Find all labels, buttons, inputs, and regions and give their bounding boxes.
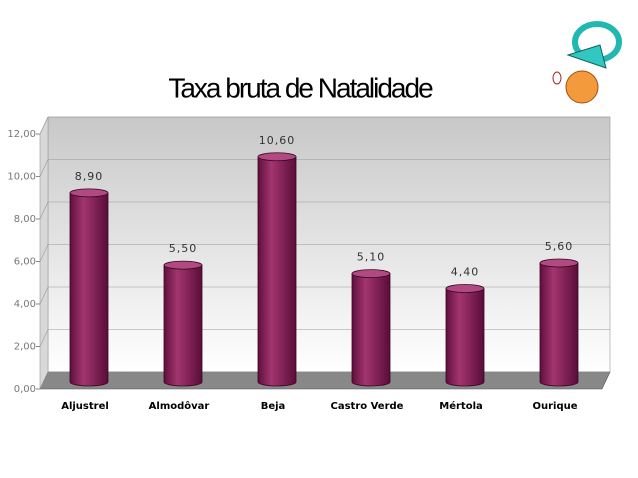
grid-line	[39, 201, 49, 220]
grid-line	[39, 244, 49, 262]
x-tick-label: Mértola	[439, 400, 483, 412]
value-label: 5,60	[545, 240, 574, 253]
value-label: 10,60	[259, 134, 296, 147]
y-tick-label: 2,00	[14, 342, 36, 353]
grid-line	[39, 116, 49, 135]
bar	[69, 192, 109, 387]
x-tick-label: Almodôvar	[149, 400, 210, 412]
pacifier-icon	[552, 21, 622, 104]
bar	[539, 262, 579, 387]
value-label: 5,50	[169, 242, 198, 255]
y-tick-label: 8,00	[14, 214, 36, 225]
value-label: 8,90	[75, 170, 104, 183]
chart-title: Taxa bruta de Natalidade	[168, 72, 433, 103]
bar	[445, 288, 485, 387]
bar	[351, 273, 391, 387]
grid-line	[39, 329, 49, 347]
x-tick-label: Beja	[261, 401, 286, 412]
y-tick-label: 12,00	[7, 129, 36, 140]
y-tick-label: 4,00	[14, 299, 36, 310]
x-tick-label: Castro Verde	[331, 401, 404, 412]
x-tick-label: Ourique	[532, 401, 577, 412]
x-tick-label: Aljustrel	[61, 401, 109, 412]
bar-top	[257, 152, 297, 162]
bar-top	[69, 188, 109, 198]
bar-top	[445, 284, 485, 293]
bar-top	[351, 269, 391, 279]
grid-line	[39, 371, 49, 390]
y-tick-label: 0,00	[14, 384, 36, 395]
value-label: 5,10	[357, 251, 386, 264]
bar-top	[163, 260, 203, 270]
plot-background	[39, 116, 611, 390]
grid-line	[39, 159, 49, 177]
bar	[163, 264, 203, 387]
bar-top	[539, 258, 579, 268]
bar	[257, 156, 297, 387]
grid-line	[39, 286, 49, 305]
value-label: 4,40	[451, 266, 480, 279]
y-tick-label: 6,00	[14, 257, 36, 268]
y-tick-label: 10,00	[7, 172, 36, 183]
